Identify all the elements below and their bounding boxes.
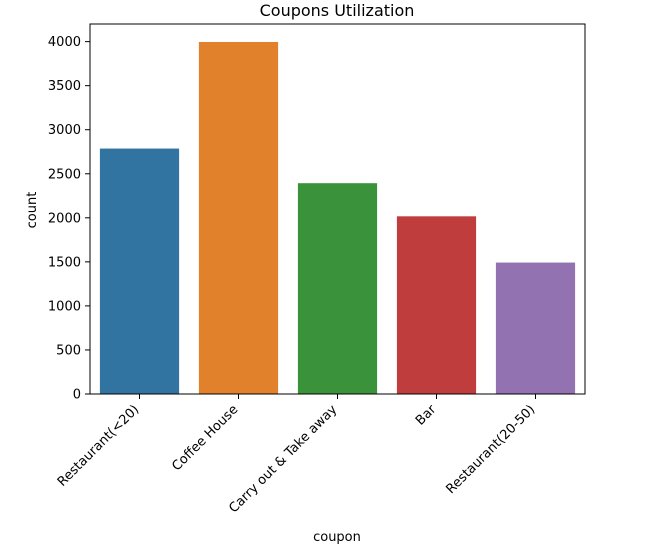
bars-layer xyxy=(99,41,576,394)
x-tick-label-1: Coffee House xyxy=(169,402,241,474)
x-tick-label-4: Restaurant(20-50) xyxy=(444,402,539,497)
y-tick-label-5: 2500 xyxy=(48,167,81,182)
bar-0 xyxy=(99,148,180,394)
plot-frame xyxy=(89,23,586,395)
bar-1 xyxy=(198,41,279,394)
bar-2 xyxy=(297,183,378,394)
y-axis: 0 500 1000 1500 2000 2500 3000 3500 4000 xyxy=(48,35,90,403)
y-axis-label: count xyxy=(25,192,40,229)
x-tick-label-0: Restaurant(<20) xyxy=(55,402,143,490)
x-tick-label-3: Bar xyxy=(413,402,440,429)
x-tick-label-2: Carry out & Take away xyxy=(226,402,340,516)
y-tick-label-4: 2000 xyxy=(48,211,81,226)
y-tick-label-0: 0 xyxy=(73,388,81,403)
y-tick-label-8: 4000 xyxy=(48,35,81,50)
y-tick-label-7: 3500 xyxy=(48,79,81,94)
bar-4 xyxy=(495,262,576,394)
y-tick-label-3: 1500 xyxy=(48,255,81,270)
bar-3 xyxy=(396,216,477,394)
y-tick-label-1: 500 xyxy=(56,343,81,358)
x-axis-label: coupon xyxy=(313,530,361,545)
y-tick-label-6: 3000 xyxy=(48,123,81,138)
y-tick-label-2: 1000 xyxy=(48,299,81,314)
chart-title: Coupons Utilization xyxy=(260,1,415,20)
